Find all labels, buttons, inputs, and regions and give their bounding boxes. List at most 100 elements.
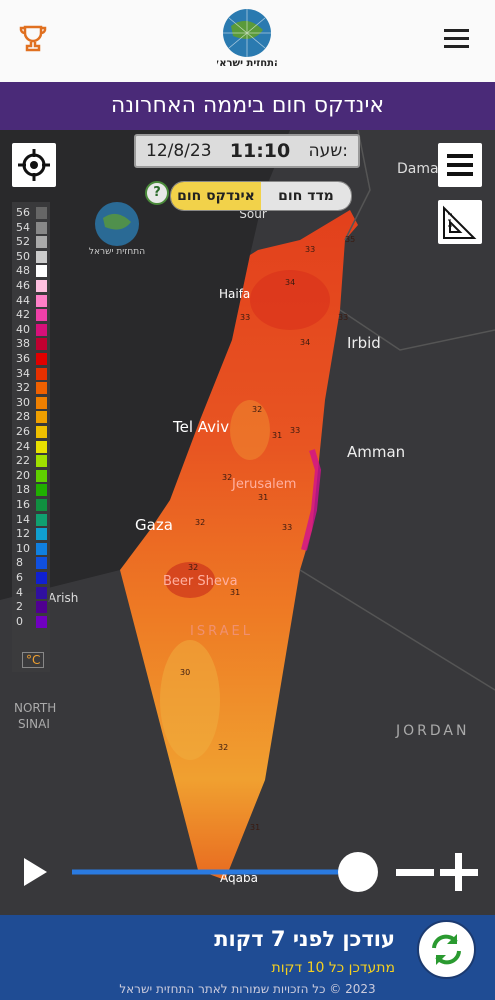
legend-swatch xyxy=(36,557,47,570)
place-label: Irbid xyxy=(347,334,381,352)
contour-label: 33 xyxy=(282,523,292,532)
legend-value: 46 xyxy=(16,279,30,292)
play-button[interactable] xyxy=(24,858,47,886)
legend-value: 32 xyxy=(16,381,30,395)
legend-row: 44 xyxy=(12,294,50,308)
legend-swatch xyxy=(36,250,47,263)
map[interactable]: Dama Sour Haifa Irbid Tel Aviv Amman Jerusalem… xyxy=(0,130,495,915)
contour-label: 31 xyxy=(272,431,282,440)
legend-row: 12 xyxy=(12,527,50,541)
place-label: Tel Aviv xyxy=(172,418,229,436)
refresh-icon xyxy=(432,934,461,965)
legend-row: 10 xyxy=(12,542,50,556)
legend-swatch xyxy=(36,280,47,292)
legend-swatch xyxy=(36,601,47,614)
legend-value: 42 xyxy=(16,308,30,322)
legend-value: 38 xyxy=(16,337,30,351)
slider-knob[interactable] xyxy=(338,852,378,892)
legend-swatch xyxy=(36,382,47,395)
refresh-button[interactable] xyxy=(417,920,476,979)
legend-row: 20 xyxy=(12,469,50,483)
toggle-option[interactable]: אינדקס חום xyxy=(171,182,261,210)
menu-icon[interactable] xyxy=(443,27,471,51)
contour-label: 33 xyxy=(240,313,250,322)
legend-row: 2 xyxy=(12,600,50,614)
legend-row: 52 xyxy=(12,235,50,249)
contour-label: 31 xyxy=(230,588,240,597)
locate-button[interactable] xyxy=(12,143,56,187)
legend-swatch xyxy=(36,499,47,511)
legend-row: 54 xyxy=(12,221,50,235)
legend-swatch xyxy=(36,236,47,249)
legend-value: 44 xyxy=(16,293,30,307)
legend-row: 50 xyxy=(12,250,50,264)
time: 11:10 xyxy=(229,140,291,162)
legend-swatch xyxy=(36,323,47,336)
legend-value: 56 xyxy=(16,206,30,219)
time-box: 12/8/23 11:10 שעה: xyxy=(134,134,360,168)
contour-label: 32 xyxy=(222,473,232,482)
zoom-in[interactable] xyxy=(440,853,478,891)
locate-icon xyxy=(18,149,50,181)
place-label: Beer Sheva xyxy=(163,574,238,589)
trophy-icon[interactable] xyxy=(18,24,48,54)
legend-value: 6 xyxy=(16,571,23,584)
logo-text: התחזית ישראל xyxy=(217,58,277,69)
watermark-text: התחזית ישראל xyxy=(89,247,145,257)
legend-swatch xyxy=(36,411,47,424)
place-label: Haifa xyxy=(219,287,250,301)
place-label: NORTH xyxy=(14,701,56,715)
legend: 56 54 52 50 48 46 44 42 40 38 36 34 32 30 28 26 24 22 20 18… xyxy=(12,202,50,672)
place-label: Jerusalem xyxy=(231,477,296,492)
help-button[interactable]: ? xyxy=(145,181,169,205)
legend-value: 10 xyxy=(16,541,30,555)
legend-swatch xyxy=(36,586,47,599)
legend-swatch xyxy=(36,484,47,497)
legend-row: 46 xyxy=(12,279,50,293)
legend-unit: °C xyxy=(22,652,45,668)
contour-label: 33 xyxy=(305,245,315,254)
legend-swatch xyxy=(36,426,47,438)
layers-button[interactable] xyxy=(438,143,482,187)
legend-value: 22 xyxy=(16,454,30,468)
copyright: 2023 © כל הזכויות שמורות לאתר התחזית ישר… xyxy=(119,982,376,996)
legend-value: 4 xyxy=(16,585,23,599)
place-label: Amman xyxy=(347,443,405,461)
legend-row: 16 xyxy=(12,498,50,512)
contour-label: 32 xyxy=(218,743,228,752)
legend-value: 8 xyxy=(16,556,23,570)
legend-value: 30 xyxy=(16,395,30,409)
toggle-option[interactable]: מדד חום xyxy=(261,182,351,210)
contour-label: 35 xyxy=(345,235,355,244)
legend-swatch xyxy=(36,294,47,307)
legend-row: 14 xyxy=(12,513,50,527)
legend-value: 36 xyxy=(16,352,30,365)
legend-value: 24 xyxy=(16,439,30,453)
legend-row: 38 xyxy=(12,337,50,351)
place-label: ISRAEL xyxy=(190,624,253,639)
zoom-out[interactable] xyxy=(396,869,434,876)
legend-swatch xyxy=(36,513,47,526)
legend-row: 32 xyxy=(12,381,50,395)
legend-row: 28 xyxy=(12,410,50,424)
logo[interactable]: התחזית ישראל xyxy=(217,6,277,70)
legend-value: 2 xyxy=(16,600,23,614)
legend-row: 22 xyxy=(12,454,50,468)
contour-label: 30 xyxy=(180,668,190,677)
interval-text: מתעדכן כל 10 דקות xyxy=(271,960,395,976)
legend-row: 40 xyxy=(12,323,50,337)
legend-row: 36 xyxy=(12,352,50,366)
legend-swatch xyxy=(36,338,47,351)
legend-swatch xyxy=(36,353,47,365)
measure-button[interactable] xyxy=(438,200,482,244)
legend-swatch xyxy=(36,615,47,628)
contour-label: 32 xyxy=(195,518,205,527)
legend-value: 50 xyxy=(16,249,30,263)
contour-label: 34 xyxy=(300,338,310,347)
legend-swatch xyxy=(36,207,47,219)
legend-swatch xyxy=(36,440,47,453)
legend-value: 12 xyxy=(16,527,30,541)
footer: עודכן לפני 7 דקות מתעדכן כל 10 דקות 2023… xyxy=(0,915,495,1000)
playback-bar xyxy=(24,852,478,892)
